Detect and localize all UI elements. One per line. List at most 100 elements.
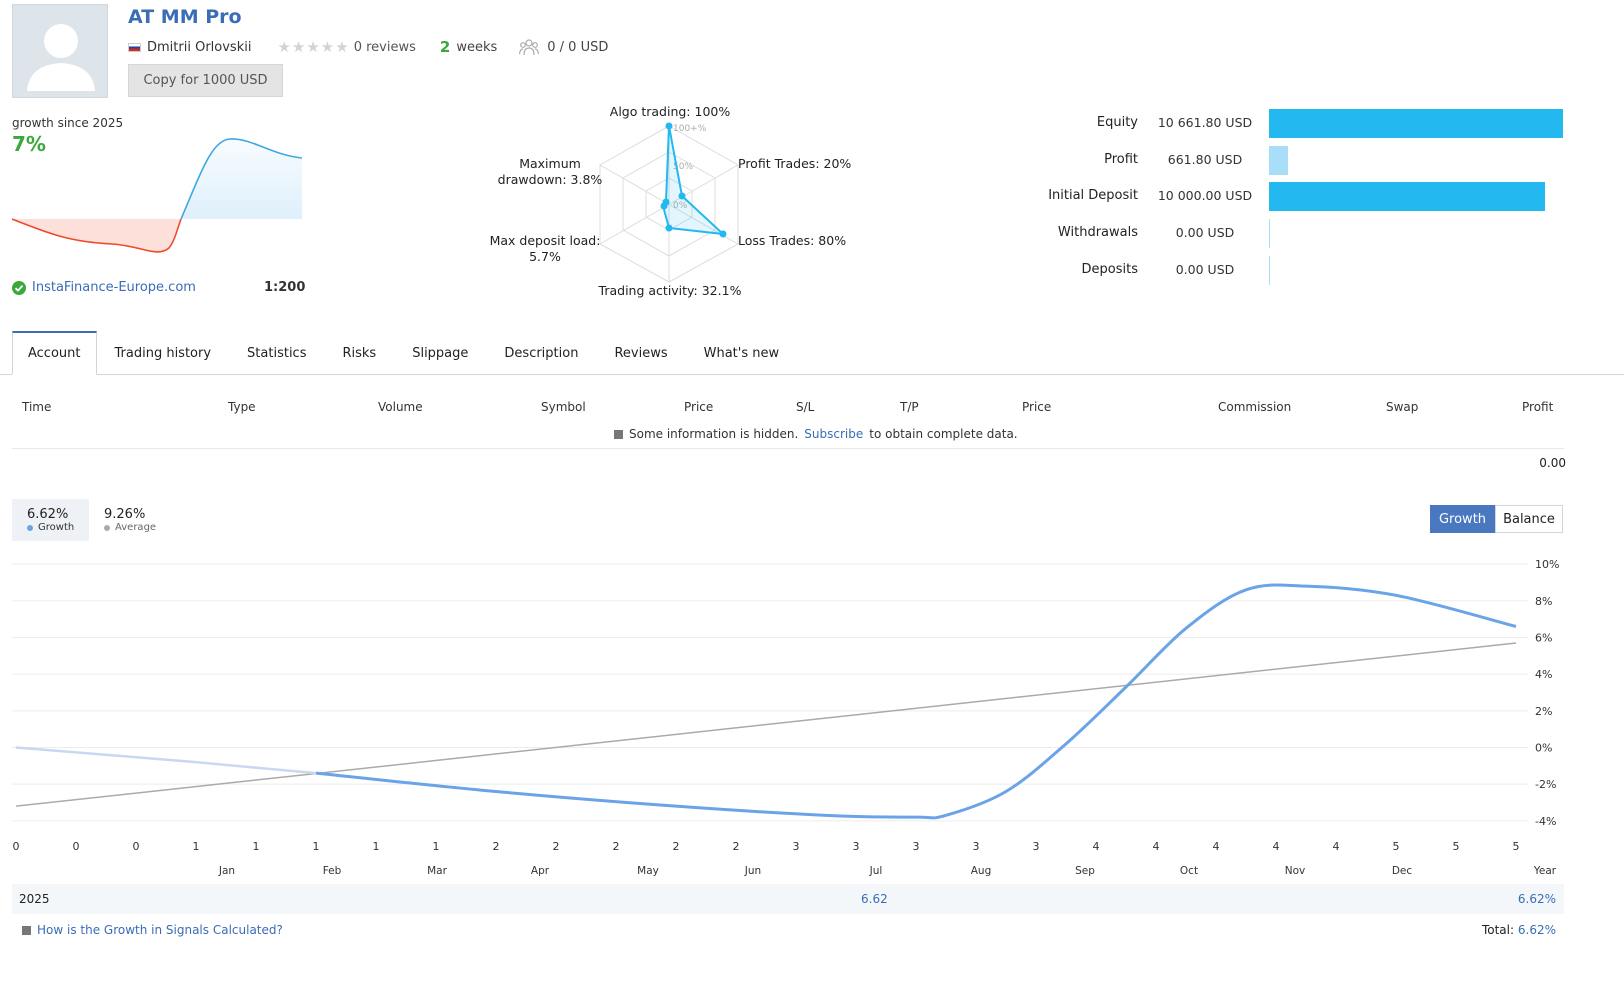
growth-series-faded-line — [15, 746, 317, 775]
initial-deposit-bar — [1269, 182, 1545, 211]
x-tick-label: 3 — [973, 840, 980, 853]
growth-stat-value: 6.62% — [27, 507, 69, 522]
subscribe-link[interactable]: Subscribe — [804, 427, 864, 441]
column-header-profit: Profit — [1522, 400, 1554, 414]
verified-check-icon — [12, 280, 26, 295]
radar-label-drawdown: Maximum drawdown: 3.8% — [490, 156, 610, 188]
x-tick-label: 3 — [793, 840, 800, 853]
radar-label-max-load: Max deposit load: 5.7% — [480, 233, 610, 265]
mini-growth-chart — [12, 138, 302, 253]
author-row: Dmitrii Orlovskii ★★★★★ 0 reviews 2 week… — [128, 38, 608, 56]
month-label: Feb — [323, 865, 342, 877]
deposits-value: 0.00 USD — [1175, 262, 1235, 277]
signal-title[interactable]: AT MM Pro — [128, 6, 242, 28]
tab-reviews[interactable]: Reviews — [614, 345, 668, 361]
x-tick-label: 4 — [1333, 840, 1340, 853]
mini-chart-negative-line — [12, 218, 182, 253]
radar-label-profit: Profit Trades: 20% — [738, 156, 852, 171]
y-tick-label: -4% — [1535, 815, 1556, 828]
initial-deposit-row: Initial Deposit 10 000.00 USD — [1020, 182, 1620, 212]
tab-risks[interactable]: Risks — [342, 345, 377, 361]
tab-whats-new[interactable]: What's new — [703, 345, 780, 361]
year-summary-row: 2025 6.62 6.62% — [12, 884, 1564, 914]
year-label: 2025 — [19, 892, 50, 906]
month-label: Sep — [1075, 865, 1095, 877]
x-tick-label: 0 — [13, 840, 20, 853]
help-link-row[interactable]: How is the Growth in Signals Calculated? — [22, 923, 283, 937]
subscribers-value: 0 / 0 USD — [547, 39, 609, 55]
tab-slippage[interactable]: Slippage — [412, 345, 469, 361]
tab-statistics[interactable]: Statistics — [247, 345, 307, 361]
y-tick-label: 10% — [1535, 558, 1559, 571]
deposits-label: Deposits — [1081, 262, 1138, 277]
tab-description[interactable]: Description — [504, 345, 579, 361]
hidden-info-prefix: Some information is hidden. — [629, 427, 799, 441]
copy-button[interactable]: Copy for 1000 USD — [128, 64, 283, 97]
month-label: Jun — [744, 865, 761, 877]
x-tick-label: 1 — [193, 840, 200, 853]
growth-stat-box[interactable]: 6.62% Growth — [12, 499, 89, 541]
average-stat-label: Average — [115, 522, 157, 533]
x-tick-label: 2 — [613, 840, 620, 853]
average-stat[interactable]: 9.26% Average — [104, 507, 156, 533]
radar-label-algo: Algo trading: 100% — [609, 104, 731, 119]
x-tick-label: 1 — [433, 840, 440, 853]
radar-label-loss: Loss Trades: 80% — [738, 233, 847, 248]
column-header-price: Price — [684, 400, 714, 414]
tabs-divider — [0, 374, 1624, 375]
tab-trading-history[interactable]: Trading history — [114, 345, 212, 361]
tab-account[interactable]: Account — [12, 331, 97, 375]
column-header-time: Time — [22, 400, 52, 414]
leverage: 1:200 — [264, 280, 306, 295]
x-tick-label: 0 — [73, 840, 80, 853]
info-square-icon — [22, 925, 31, 935]
reviews-count[interactable]: 0 reviews — [353, 39, 416, 55]
year-jul-value[interactable]: 6.62 — [861, 892, 888, 906]
deposits-row: Deposits 0.00 USD — [1020, 256, 1620, 286]
average-series-line — [15, 642, 1517, 807]
x-tick-label: 5 — [1393, 840, 1400, 853]
profit-bar — [1269, 146, 1288, 175]
radar-point-algo — [665, 122, 673, 130]
withdrawals-value: 0.00 USD — [1175, 225, 1235, 240]
broker[interactable]: InstaFinance-Europe.com — [12, 280, 196, 295]
x-tick-label: 4 — [1213, 840, 1220, 853]
growth-toggle-button[interactable]: Growth — [1430, 505, 1495, 533]
radar-label-activity: Trading activity: 32.1% — [598, 283, 742, 298]
average-stat-legend: Average — [104, 522, 156, 533]
balance-toggle-button[interactable]: Balance — [1495, 505, 1563, 533]
subscribers-icon — [519, 39, 540, 56]
month-label: Jan — [218, 865, 235, 877]
column-header-close-price: Price — [1022, 400, 1052, 414]
column-header-symbol: Symbol — [541, 400, 586, 414]
column-header-tp: T/P — [900, 400, 919, 414]
user-silhouette-icon — [27, 24, 95, 91]
broker-name[interactable]: InstaFinance-Europe.com — [32, 280, 196, 295]
help-link[interactable]: How is the Growth in Signals Calculated? — [37, 923, 283, 937]
growth-chart: 10% 8% 6% 4% 2% 0% -2% -4% 0 0 0 1 1 1 1 1 2 2 2 2 2 3 3 3 3 3 4 4… — [12, 558, 1559, 877]
equity-label: Equity — [1096, 115, 1138, 130]
equity-row: Equity 10 661.80 USD — [1020, 109, 1620, 139]
x-tick-label: 0 — [133, 840, 140, 853]
month-label: Aug — [971, 865, 992, 877]
mini-chart-positive-line — [180, 138, 302, 220]
radar-point-profit — [678, 192, 686, 200]
month-label: May — [637, 865, 659, 877]
year-total-value: 6.62% — [1517, 892, 1556, 906]
radar-label-max-load-line1: Max deposit load: — [489, 233, 601, 248]
month-label: Nov — [1285, 865, 1306, 877]
month-label: Dec — [1392, 865, 1413, 877]
equity-bar — [1269, 109, 1563, 138]
x-tick-label: 2 — [493, 840, 500, 853]
author-name[interactable]: Dmitrii Orlovskii — [147, 39, 252, 55]
y-tick-label: 6% — [1535, 632, 1552, 645]
avatar — [12, 4, 108, 98]
radar-point-activity — [665, 224, 673, 232]
withdrawals-bar — [1269, 219, 1270, 248]
month-label: Year — [1533, 865, 1557, 877]
deposits-bar — [1269, 256, 1270, 285]
y-tick-label: -2% — [1535, 778, 1556, 791]
hidden-info-note: Some information is hidden. Subscribe to… — [614, 427, 1018, 441]
y-tick-label: 2% — [1535, 705, 1552, 718]
weeks-label: weeks — [456, 39, 498, 55]
